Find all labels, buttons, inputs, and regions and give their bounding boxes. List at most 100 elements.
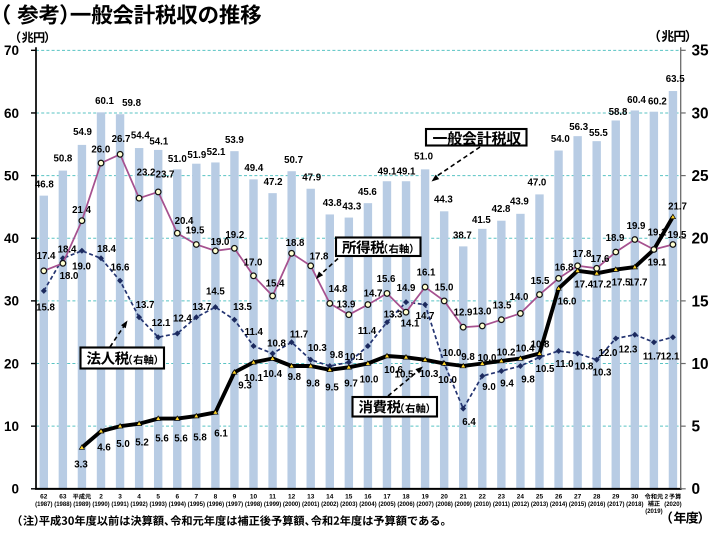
- svg-text:58.8: 58.8: [609, 107, 628, 118]
- svg-text:29: 29: [612, 494, 620, 501]
- svg-text:19: 19: [421, 494, 429, 501]
- svg-text:(2017): (2017): [607, 502, 624, 508]
- svg-text:5: 5: [156, 494, 160, 501]
- svg-text:5.6: 5.6: [174, 433, 188, 444]
- svg-text:9.8: 9.8: [461, 352, 475, 363]
- svg-text:9.8: 9.8: [288, 372, 302, 383]
- svg-text:38.7: 38.7: [453, 231, 472, 242]
- svg-text:(1987): (1987): [35, 502, 52, 508]
- svg-text:(1995): (1995): [188, 502, 205, 508]
- svg-text:2: 2: [665, 494, 669, 501]
- svg-text:19.2: 19.2: [225, 230, 244, 241]
- svg-text:6: 6: [175, 494, 179, 501]
- svg-text:10.4: 10.4: [516, 344, 535, 355]
- svg-text:5.2: 5.2: [135, 438, 148, 449]
- svg-text:54.0: 54.0: [551, 134, 570, 145]
- svg-text:60.2: 60.2: [648, 96, 667, 107]
- svg-text:60: 60: [4, 106, 19, 121]
- svg-text:7: 7: [194, 494, 198, 501]
- svg-text:(2012): (2012): [512, 502, 529, 508]
- svg-text:16.0: 16.0: [558, 297, 577, 308]
- svg-text:17.7: 17.7: [629, 278, 648, 289]
- svg-text:21: 21: [460, 494, 468, 501]
- svg-text:(1991): (1991): [111, 502, 128, 508]
- svg-text:(1990): (1990): [92, 502, 109, 508]
- svg-text:12.4: 12.4: [173, 314, 192, 325]
- svg-text:22: 22: [479, 494, 487, 501]
- svg-text:47.9: 47.9: [302, 173, 321, 184]
- svg-text:15: 15: [692, 293, 710, 310]
- svg-text:10: 10: [250, 494, 258, 501]
- svg-text:18.8: 18.8: [286, 238, 305, 249]
- svg-text:11.0: 11.0: [555, 359, 573, 370]
- svg-text:(2008): (2008): [436, 502, 453, 508]
- svg-text:28: 28: [593, 494, 601, 501]
- svg-text:15.5: 15.5: [531, 276, 550, 287]
- svg-text:(2009): (2009): [455, 502, 472, 508]
- svg-text:14.7: 14.7: [364, 289, 383, 300]
- svg-text:70: 70: [4, 43, 19, 58]
- svg-text:10.3: 10.3: [420, 369, 439, 380]
- svg-text:(2001): (2001): [302, 502, 319, 508]
- svg-text:26.0: 26.0: [91, 145, 110, 156]
- svg-text:14.0: 14.0: [510, 292, 529, 303]
- svg-text:63.5: 63.5: [666, 74, 685, 85]
- svg-text:49.4: 49.4: [244, 163, 263, 174]
- svg-text:12: 12: [288, 494, 296, 501]
- svg-text:17.4: 17.4: [37, 251, 56, 262]
- svg-text:3.3: 3.3: [74, 460, 88, 471]
- svg-text:10.8: 10.8: [575, 361, 594, 372]
- svg-text:5: 5: [692, 419, 701, 436]
- svg-text:47.2: 47.2: [264, 177, 283, 188]
- svg-text:53.9: 53.9: [225, 135, 244, 146]
- svg-text:14.9: 14.9: [397, 283, 416, 294]
- svg-text:13.3: 13.3: [384, 309, 403, 320]
- svg-text:10.5: 10.5: [536, 364, 555, 375]
- svg-text:(2011): (2011): [493, 502, 510, 508]
- svg-text:13.0: 13.0: [473, 307, 492, 318]
- svg-text:5.6: 5.6: [155, 433, 169, 444]
- svg-text:5.0: 5.0: [116, 439, 129, 450]
- svg-text:18.4: 18.4: [58, 245, 77, 256]
- svg-text:(1993): (1993): [150, 502, 167, 508]
- svg-text:30: 30: [631, 494, 639, 501]
- svg-text:11: 11: [269, 494, 276, 501]
- svg-text:10.0: 10.0: [438, 375, 457, 386]
- svg-text:12.1: 12.1: [152, 318, 171, 329]
- svg-text:10.2: 10.2: [497, 348, 516, 359]
- svg-text:55.5: 55.5: [589, 128, 608, 139]
- svg-text:8: 8: [214, 494, 218, 501]
- svg-text:45.6: 45.6: [358, 187, 377, 198]
- svg-text:11.4: 11.4: [245, 327, 264, 338]
- svg-text:40: 40: [4, 231, 19, 246]
- svg-text:12.0: 12.0: [599, 348, 618, 359]
- svg-text:42.8: 42.8: [492, 204, 511, 215]
- svg-text:50: 50: [4, 168, 19, 183]
- svg-text:15: 15: [345, 494, 353, 501]
- svg-text:51.0: 51.0: [414, 152, 433, 163]
- svg-text:44.3: 44.3: [434, 194, 453, 205]
- svg-text:19.0: 19.0: [211, 237, 230, 248]
- svg-text:54.9: 54.9: [73, 127, 92, 138]
- svg-text:23.7: 23.7: [156, 170, 175, 181]
- svg-text:51.0: 51.0: [168, 154, 187, 165]
- svg-text:16.1: 16.1: [417, 268, 436, 279]
- svg-text:30: 30: [4, 294, 19, 309]
- svg-text:14.1: 14.1: [401, 319, 420, 330]
- svg-text:(1989): (1989): [73, 502, 90, 508]
- svg-text:13.5: 13.5: [493, 301, 512, 312]
- svg-text:10.0: 10.0: [360, 375, 379, 386]
- svg-text:51.9: 51.9: [187, 150, 206, 161]
- svg-text:20: 20: [692, 231, 709, 248]
- svg-text:(2010): (2010): [474, 502, 491, 508]
- svg-text:19.1: 19.1: [648, 228, 667, 239]
- svg-text:60.1: 60.1: [95, 96, 114, 107]
- svg-text:(2004): (2004): [359, 502, 376, 508]
- svg-text:14.7: 14.7: [416, 311, 435, 322]
- svg-text:62: 62: [40, 494, 48, 501]
- svg-text:4.6: 4.6: [97, 443, 111, 454]
- svg-text:2: 2: [99, 494, 103, 501]
- svg-text:15.0: 15.0: [435, 283, 454, 294]
- svg-text:4: 4: [137, 494, 141, 501]
- svg-text:9.4: 9.4: [500, 379, 514, 390]
